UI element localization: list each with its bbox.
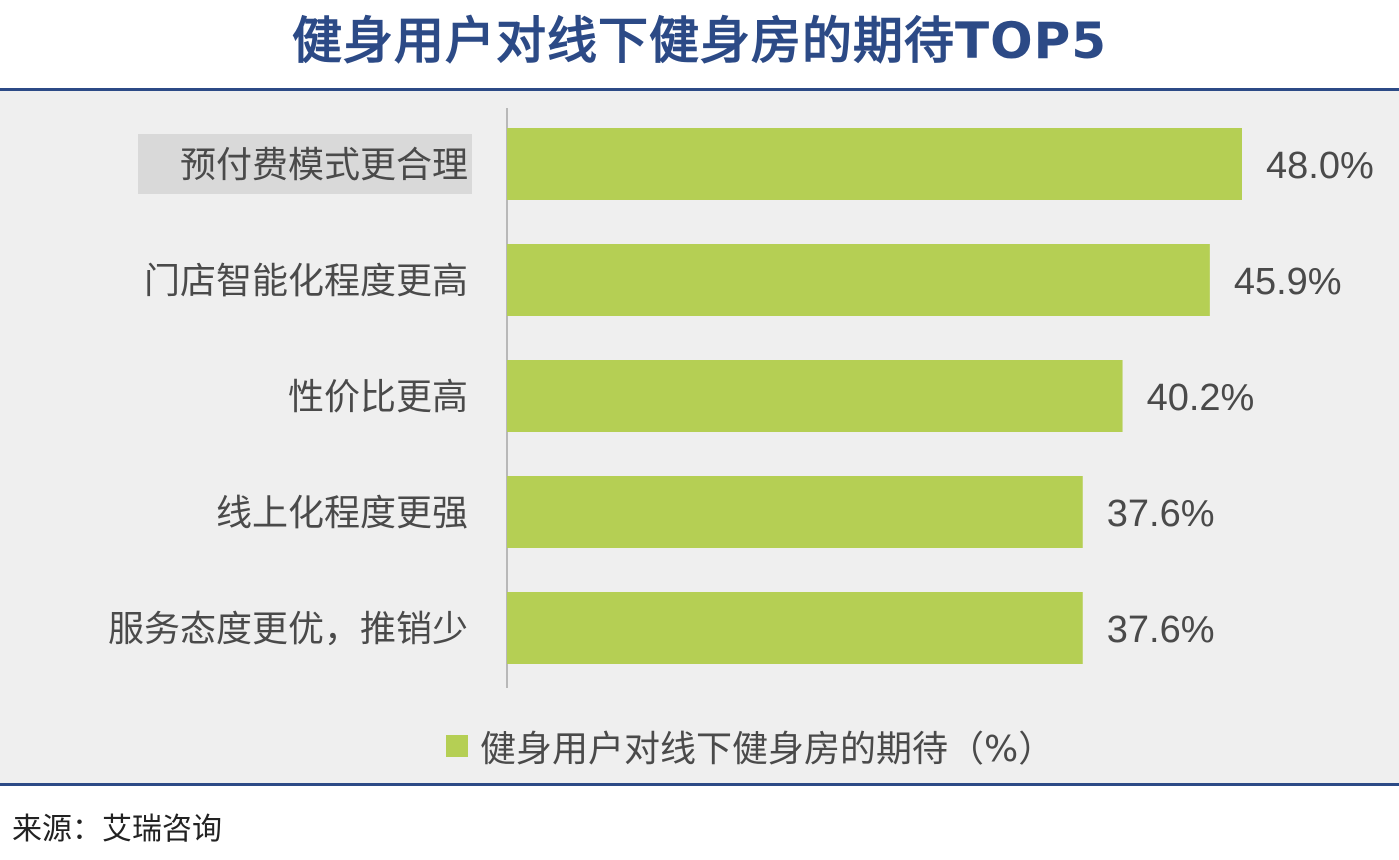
bar xyxy=(507,592,1083,664)
value-label: 37.6% xyxy=(1107,493,1215,535)
value-label: 45.9% xyxy=(1234,261,1342,303)
value-label: 40.2% xyxy=(1147,377,1255,419)
category-label: 服务态度更优，推销少 xyxy=(108,609,468,650)
category-label: 线上化程度更强 xyxy=(216,493,468,534)
bar xyxy=(507,476,1083,548)
category-label: 预付费模式更合理 xyxy=(180,145,468,186)
value-label: 48.0% xyxy=(1266,145,1374,187)
category-label-highlight xyxy=(138,134,472,194)
source-note: 来源：艾瑞咨询 xyxy=(12,812,222,847)
legend-label: 健身用户对线下健身房的期待（%） xyxy=(480,729,1055,770)
bar xyxy=(507,128,1242,200)
chart-title: 健身用户对线下健身房的期待TOP5 xyxy=(291,12,1108,70)
bar xyxy=(507,244,1210,316)
chart-panel xyxy=(0,88,1399,786)
category-label: 门店智能化程度更高 xyxy=(144,261,468,302)
chart-legend: 健身用户对线下健身房的期待（%） xyxy=(446,720,1054,772)
bar xyxy=(507,360,1123,432)
category-label: 性价比更高 xyxy=(288,377,468,418)
value-label: 37.6% xyxy=(1107,609,1215,651)
legend-swatch xyxy=(446,735,468,757)
